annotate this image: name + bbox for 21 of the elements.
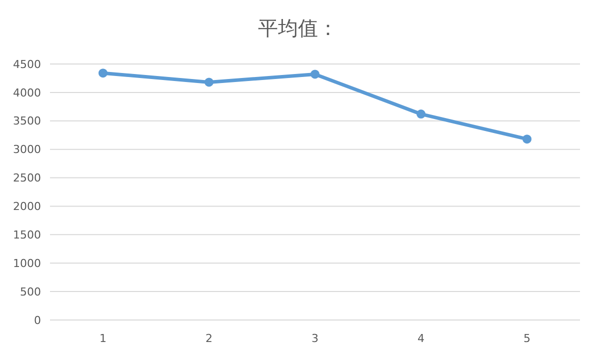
x-tick-label: 1 [100,332,106,345]
x-tick-label: 5 [524,332,530,345]
y-tick-label: 2000 [13,200,41,214]
point [204,78,214,87]
point [416,110,426,119]
y-tick-label: 4500 [13,58,41,71]
x-tick-label: 3 [312,332,318,345]
y-tick-label: 1000 [13,256,41,270]
y-tick-label: 500 [20,285,41,298]
point [522,134,532,144]
point [310,70,320,79]
y-tick-label: 4000 [13,86,41,100]
point [98,68,108,78]
x-tick-label: 4 [418,332,424,345]
y-tick-label: 2500 [13,172,41,185]
y-tick-label: 3500 [13,114,41,128]
y-tick-label: 3000 [13,143,41,156]
x-tick-label: 2 [206,332,212,345]
y-tick-label: 1500 [13,228,41,242]
chart-title: 平均值： [258,16,338,40]
y-tick-label: 0 [34,314,41,327]
